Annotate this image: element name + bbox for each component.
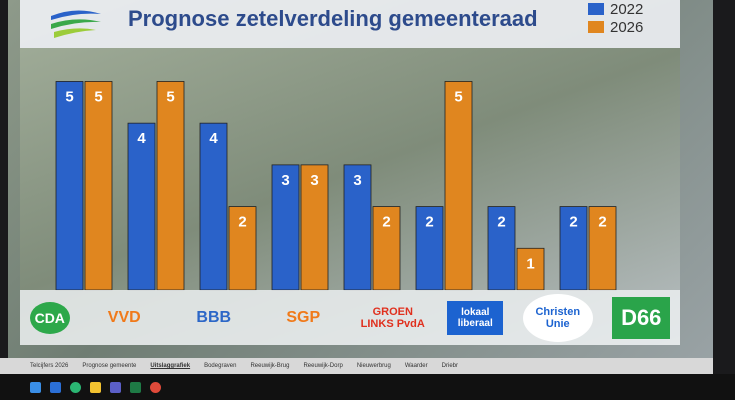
sheet-tab[interactable]: Prognose gemeente — [82, 363, 137, 369]
legend-item-2026: 2026 — [588, 18, 643, 36]
party-logo-1: CDA — [29, 301, 70, 334]
outlook-icon[interactable] — [50, 381, 61, 393]
bar-2026-groenlinks-pvda — [372, 206, 401, 291]
party-logo-6: lokaal liberaal — [447, 300, 504, 335]
data-label: 5 — [166, 88, 174, 105]
sheet-tabs: Telcijfers 2026 Prognose gemeente Uitslagg… — [0, 358, 713, 374]
bar-2026-bbb — [228, 206, 257, 291]
bar-2026-lokaal-liberaal-bodegraven-reeuwijk — [444, 81, 473, 291]
folder-icon[interactable] — [90, 381, 101, 393]
sheet-tab[interactable]: Reeuwijk-Dorp — [303, 363, 343, 369]
bar-2022-groenlinks-pvda — [343, 164, 372, 291]
data-label: 3 — [281, 172, 289, 189]
excel-icon[interactable] — [130, 381, 141, 393]
sheet-tab[interactable]: Driebr — [441, 363, 458, 369]
sheet-tab[interactable]: Uitslaggrafiek — [150, 363, 191, 369]
bar-2026-christenunie — [516, 247, 545, 291]
bar-2022-bbb — [199, 122, 228, 291]
data-label: 4 — [137, 130, 146, 147]
data-label: 5 — [454, 88, 462, 105]
party-logos: CDA VVD BBB SGP GROEN LINKS PvdA lokaal liber… — [20, 290, 680, 345]
data-label: 3 — [310, 172, 318, 189]
data-label: 2 — [425, 214, 433, 231]
sheet-tab[interactable]: Nieuwerbrug — [356, 363, 391, 369]
data-label: 3 — [353, 172, 361, 189]
legend: 2022 2026 — [588, 0, 643, 36]
data-label: 1 — [526, 255, 534, 272]
party-logo-4: SGP — [286, 308, 321, 326]
party-logo-3: BBB — [196, 308, 232, 326]
data-label: 2 — [497, 214, 505, 231]
data-label: 2 — [382, 214, 390, 231]
bar-2022-d66 — [559, 206, 588, 291]
monitor-screen: 5 5 4 5 4 2 3 3 3 2 2 5 2 1 2 2 Prognose zetelverdeling… — [8, 0, 713, 372]
municipality-logo — [51, 10, 101, 38]
sheet-tab[interactable]: Bodegraven — [204, 363, 237, 369]
bar-2022-lokaal-liberaal-bodegraven-reeuwijk — [415, 206, 444, 291]
bar-2022-vvd — [127, 122, 156, 291]
data-label: 5 — [65, 88, 73, 105]
legend-item-2022: 2022 — [588, 0, 643, 18]
chrome-icon[interactable] — [150, 381, 161, 393]
bar-2026-d66 — [588, 206, 617, 291]
data-label: 2 — [569, 214, 577, 231]
bar-2022-cda — [55, 81, 84, 291]
data-label: 2 — [238, 214, 246, 231]
sheet-tab[interactable]: Waarder — [404, 363, 428, 369]
edge-icon[interactable] — [70, 381, 81, 393]
bar-2022-sgp — [271, 164, 300, 291]
party-logo-8: D66 — [612, 296, 671, 339]
slide: 5 5 4 5 4 2 3 3 3 2 2 5 2 1 2 2 Prognose zetelverdeling… — [20, 0, 680, 345]
data-label: 2 — [598, 214, 606, 231]
data-label: 4 — [209, 130, 218, 147]
bar-2026-cda — [84, 81, 113, 291]
taskbar — [0, 374, 735, 400]
slide-header: Prognose zetelverdeling gemeenteraad 202… — [20, 0, 680, 48]
bar-2026-vvd — [156, 81, 185, 291]
chart-title: Prognose zetelverdeling gemeenteraad — [128, 6, 538, 31]
party-logo-2: VVD — [107, 308, 141, 326]
sheet-tab[interactable]: Reeuwijk-Brug — [250, 363, 290, 369]
party-logo-7: Christen Unie — [522, 293, 593, 342]
start-icon[interactable] — [30, 381, 41, 393]
data-label: 5 — [94, 88, 102, 105]
party-logo-5: GROEN LINKS PvdA — [360, 305, 425, 330]
teams-icon[interactable] — [110, 381, 121, 393]
sheet-tab[interactable]: Telcijfers 2026 — [30, 363, 69, 369]
bar-2026-sgp — [300, 164, 329, 291]
